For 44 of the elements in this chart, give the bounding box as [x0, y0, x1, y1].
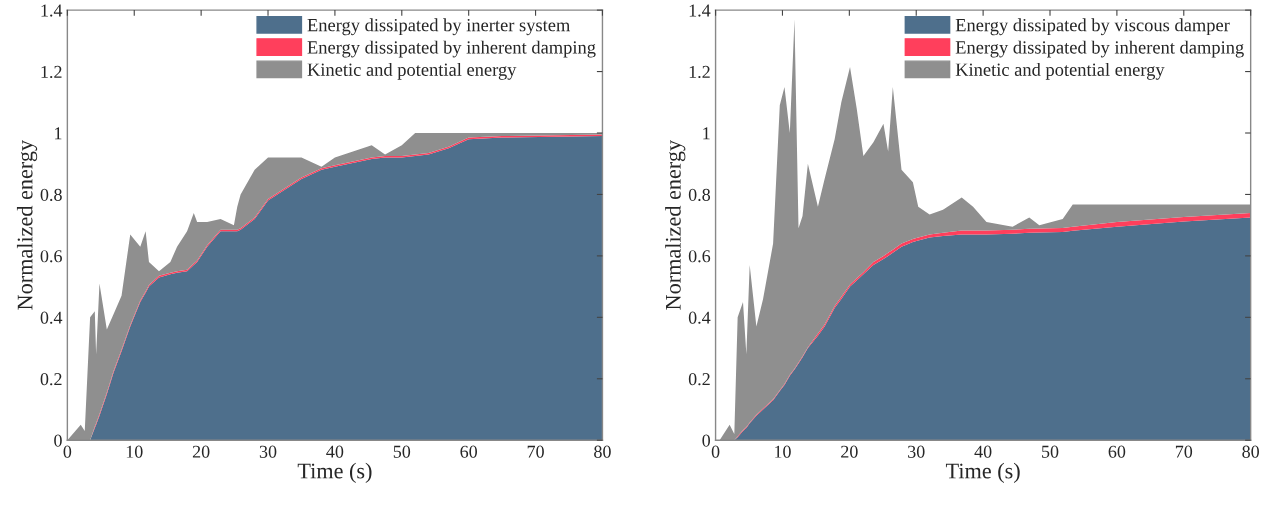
y-axis-title: Normalized energy	[16, 140, 38, 310]
x-tick-label: 80	[1242, 445, 1259, 458]
y-tick-label: 1.4	[689, 4, 711, 17]
legend-label: Energy dissipated by inerter system	[307, 18, 571, 36]
x-tick-label: 70	[1175, 445, 1193, 458]
y-tick-label: 1.2	[689, 65, 710, 79]
y-tick-label: 0	[54, 434, 62, 447]
x-tick-label: 0	[63, 445, 72, 458]
y-tick-label: 0.2	[688, 373, 710, 386]
x-tick-label: 60	[460, 445, 478, 458]
y-tick-label: 1	[703, 127, 710, 140]
x-tick-label: 70	[527, 445, 544, 458]
y-tick-label: 0.8	[40, 188, 62, 201]
x-tick-label: 10	[126, 445, 143, 458]
legend-label: Energy dissipated by viscous damper	[955, 18, 1230, 36]
y-tick-label: 1.2	[41, 65, 62, 79]
x-axis-title: Time (s)	[297, 462, 372, 483]
x-axis-title: Time (s)	[945, 462, 1020, 483]
y-tick-label: 0	[702, 434, 711, 447]
x-tick-label: 80	[594, 445, 611, 458]
y-tick-label: 0.8	[688, 188, 711, 201]
x-tick-label: 0	[711, 445, 720, 458]
x-tick-label: 20	[841, 445, 858, 458]
x-tick-label: 50	[393, 445, 411, 458]
y-tick-label: 0.4	[40, 311, 63, 324]
y-axis-title: Normalized energy	[665, 140, 686, 310]
x-tick-label: 40	[326, 445, 344, 458]
legend-label: Energy dissipated by inherent damping	[955, 40, 1244, 58]
x-tick-label: 30	[259, 445, 277, 458]
y-tick-label: 1	[55, 127, 62, 140]
y-tick-label: 0.6	[40, 250, 62, 263]
x-tick-label: 50	[1042, 445, 1059, 458]
x-tick-label: 20	[192, 445, 210, 458]
y-tick-label: 0.6	[688, 250, 711, 263]
x-tick-label: 40	[974, 445, 992, 458]
y-tick-label: 0.4	[688, 311, 711, 324]
y-tick-label: 1.4	[41, 4, 63, 17]
x-tick-label: 10	[775, 445, 791, 458]
x-tick-label: 60	[1108, 445, 1126, 458]
y-tick-label: 0.2	[40, 373, 62, 386]
x-tick-label: 30	[908, 445, 925, 458]
legend-label: Kinetic and potential energy	[955, 62, 1165, 80]
legend-label: Energy dissipated by inherent damping	[307, 40, 596, 58]
legend-label: Kinetic and potential energy	[307, 62, 517, 80]
